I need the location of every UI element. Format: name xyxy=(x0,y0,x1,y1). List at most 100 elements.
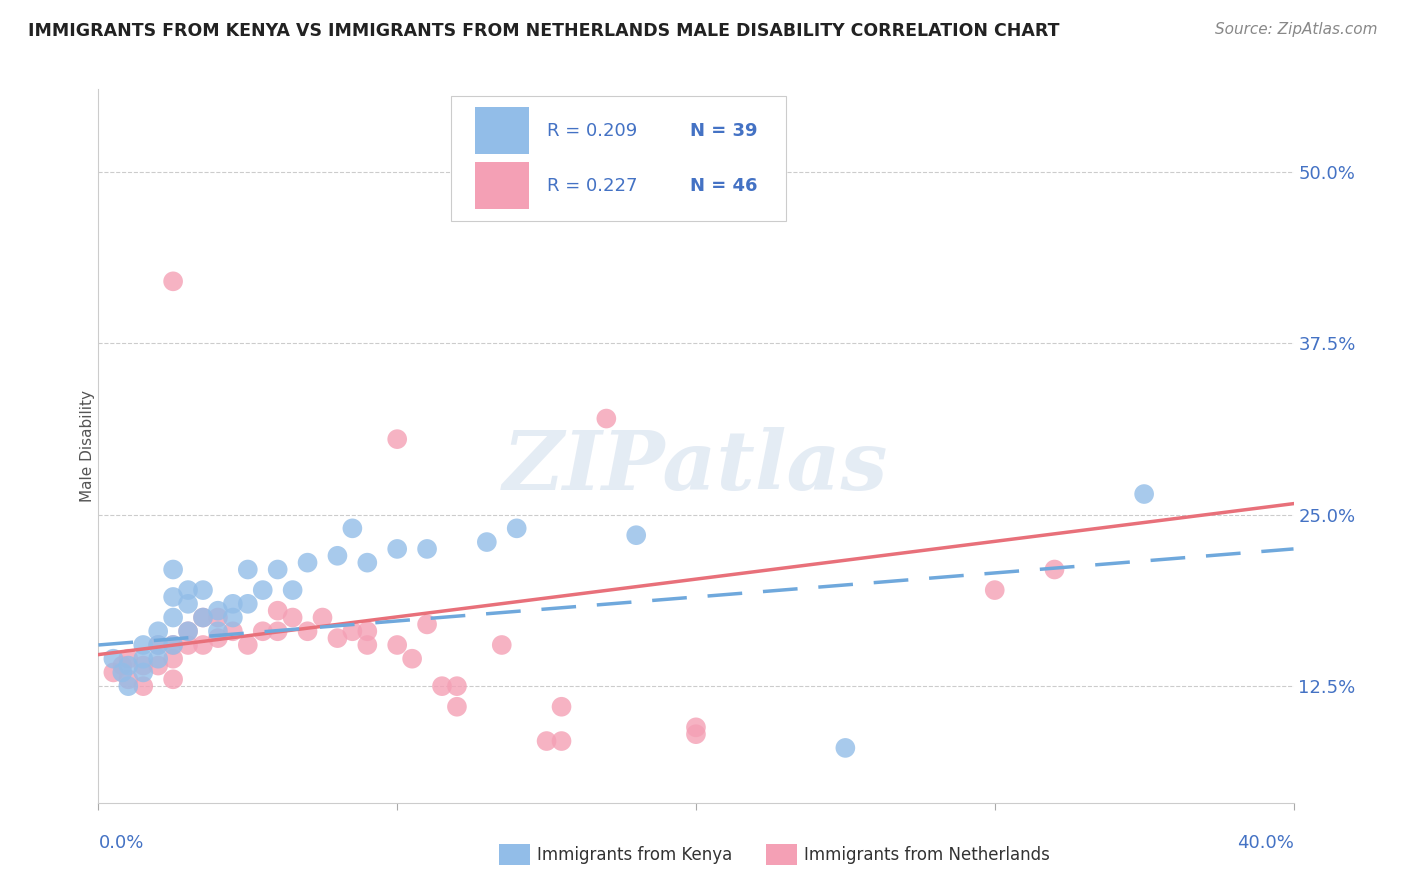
Point xyxy=(506,521,529,535)
Point xyxy=(356,638,378,652)
Point xyxy=(207,624,229,639)
Point xyxy=(148,638,170,652)
Text: Immigrants from Netherlands: Immigrants from Netherlands xyxy=(804,846,1050,863)
Point xyxy=(297,556,319,570)
Text: IMMIGRANTS FROM KENYA VS IMMIGRANTS FROM NETHERLANDS MALE DISABILITY CORRELATION: IMMIGRANTS FROM KENYA VS IMMIGRANTS FROM… xyxy=(28,22,1060,40)
Point xyxy=(281,610,304,624)
Point xyxy=(834,740,856,755)
Point xyxy=(191,583,214,598)
Point xyxy=(132,679,155,693)
Point xyxy=(162,638,184,652)
Point xyxy=(103,651,125,665)
Point xyxy=(385,432,409,446)
FancyBboxPatch shape xyxy=(451,96,786,221)
Point xyxy=(685,727,707,741)
Text: Immigrants from Kenya: Immigrants from Kenya xyxy=(537,846,733,863)
Point xyxy=(236,562,259,576)
FancyBboxPatch shape xyxy=(475,162,529,209)
Text: 0.0%: 0.0% xyxy=(98,834,143,852)
Point xyxy=(356,556,378,570)
Point xyxy=(132,658,155,673)
Point xyxy=(475,535,498,549)
Point xyxy=(267,604,290,618)
Point xyxy=(207,604,229,618)
Point xyxy=(162,673,184,687)
Point xyxy=(595,411,617,425)
Point xyxy=(177,583,200,598)
Point xyxy=(148,624,170,639)
Point xyxy=(222,597,245,611)
Point xyxy=(446,679,468,693)
Point xyxy=(162,610,184,624)
Text: N = 46: N = 46 xyxy=(690,177,758,194)
Text: ZIPatlas: ZIPatlas xyxy=(503,427,889,508)
Text: N = 39: N = 39 xyxy=(690,121,758,139)
Point xyxy=(132,651,155,665)
Point xyxy=(117,679,139,693)
Point xyxy=(326,549,349,563)
Text: Source: ZipAtlas.com: Source: ZipAtlas.com xyxy=(1215,22,1378,37)
Point xyxy=(416,617,439,632)
Point xyxy=(385,541,409,556)
Point xyxy=(342,624,364,639)
Point xyxy=(148,658,170,673)
Point xyxy=(416,541,439,556)
Point xyxy=(236,638,259,652)
Point xyxy=(550,699,572,714)
Point xyxy=(191,610,214,624)
Text: 40.0%: 40.0% xyxy=(1237,834,1294,852)
Point xyxy=(162,562,184,576)
Point xyxy=(191,638,214,652)
Point xyxy=(326,631,349,645)
Point xyxy=(162,651,184,665)
Point xyxy=(132,638,155,652)
Point xyxy=(281,583,304,598)
Point xyxy=(536,734,558,748)
Point xyxy=(550,734,572,748)
Point xyxy=(162,274,184,288)
Text: R = 0.227: R = 0.227 xyxy=(547,177,637,194)
Point xyxy=(222,624,245,639)
Point xyxy=(207,631,229,645)
Point xyxy=(148,638,170,652)
Point xyxy=(117,651,139,665)
Point xyxy=(685,720,707,734)
Point xyxy=(177,624,200,639)
Point xyxy=(1043,562,1066,576)
Point xyxy=(356,624,378,639)
Point xyxy=(252,583,274,598)
Point xyxy=(252,624,274,639)
Point xyxy=(222,610,245,624)
Point xyxy=(148,651,170,665)
Point xyxy=(103,665,125,680)
Point xyxy=(342,521,364,535)
Point xyxy=(236,597,259,611)
Point xyxy=(111,658,134,673)
Point xyxy=(297,624,319,639)
Point xyxy=(191,610,214,624)
Point xyxy=(446,699,468,714)
Point xyxy=(401,651,423,665)
Point xyxy=(132,665,155,680)
Point xyxy=(177,624,200,639)
Point xyxy=(984,583,1007,598)
Point xyxy=(177,638,200,652)
Point xyxy=(626,528,648,542)
Point xyxy=(207,610,229,624)
Point xyxy=(267,624,290,639)
Point xyxy=(311,610,333,624)
FancyBboxPatch shape xyxy=(475,107,529,153)
Point xyxy=(1133,487,1156,501)
Point xyxy=(117,673,139,687)
Point xyxy=(162,590,184,604)
Point xyxy=(430,679,453,693)
Point xyxy=(117,658,139,673)
Point xyxy=(177,597,200,611)
Text: R = 0.209: R = 0.209 xyxy=(547,121,637,139)
Point xyxy=(491,638,513,652)
Y-axis label: Male Disability: Male Disability xyxy=(80,390,94,502)
Point xyxy=(162,638,184,652)
Point xyxy=(111,665,134,680)
Point xyxy=(267,562,290,576)
Point xyxy=(385,638,409,652)
